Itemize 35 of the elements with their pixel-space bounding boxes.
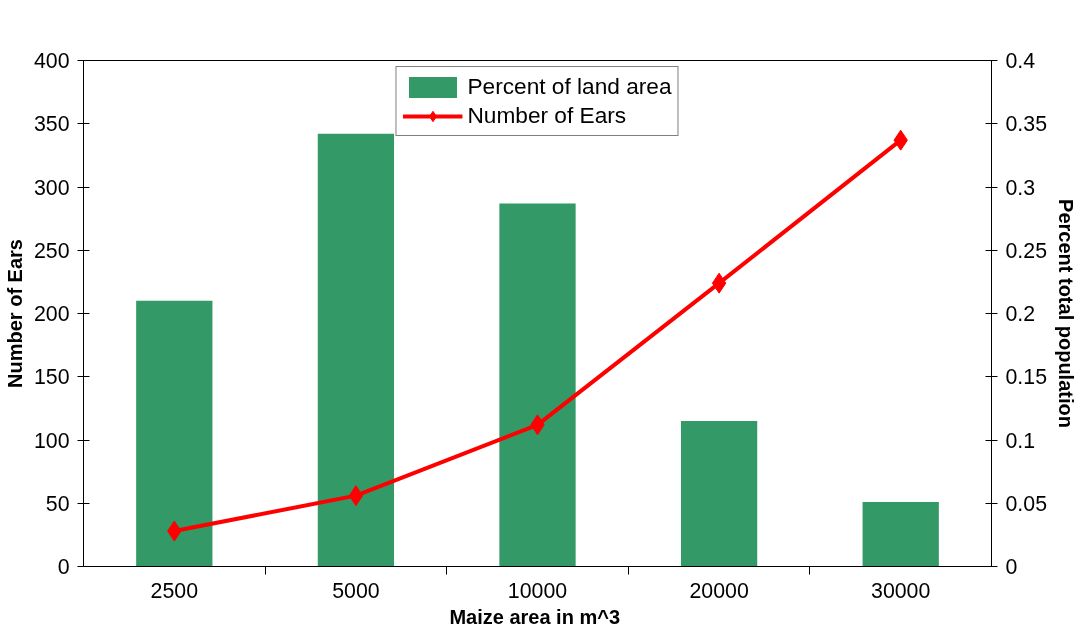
y-tick-label: 250 bbox=[33, 238, 70, 263]
y2-tick-label: 0.35 bbox=[1005, 112, 1048, 137]
x-tick-label: 10000 bbox=[507, 578, 568, 603]
y2-tick-label: 0.4 bbox=[1005, 49, 1036, 73]
y2-tick-label: 0.2 bbox=[1005, 302, 1036, 326]
y-tick-label: 0 bbox=[57, 555, 70, 579]
y2-tick-label: 0 bbox=[1005, 555, 1018, 579]
y2-tick-label: 0.05 bbox=[1005, 491, 1048, 516]
y-tick-label: 50 bbox=[45, 491, 70, 516]
point bbox=[348, 485, 364, 507]
y-tick-label: 100 bbox=[33, 428, 70, 453]
x-tick-label: 5000 bbox=[332, 578, 380, 603]
y2-axis-title: Percent total population bbox=[1055, 199, 1078, 428]
y2-tick-label: 0.25 bbox=[1005, 238, 1048, 263]
y2-tick-label: 0.15 bbox=[1005, 365, 1048, 390]
y-tick-label: 400 bbox=[33, 49, 70, 73]
bar bbox=[317, 133, 395, 567]
x-tick-label: 20000 bbox=[689, 578, 749, 603]
y-tick-label: 150 bbox=[33, 365, 70, 390]
y2-tick-label: 0.1 bbox=[1005, 428, 1036, 453]
bar bbox=[499, 203, 576, 567]
legend-label: Percent of land area bbox=[467, 73, 672, 100]
bar bbox=[862, 501, 939, 567]
x-tick-label: 30000 bbox=[871, 578, 931, 603]
y-axis-title: Number of Ears bbox=[3, 239, 26, 388]
x-tick-label: 2500 bbox=[150, 578, 199, 603]
legend-label: Number of Ears bbox=[467, 102, 627, 129]
y-tick-label: 300 bbox=[33, 175, 70, 200]
y-tick-label: 200 bbox=[33, 302, 70, 326]
point bbox=[711, 272, 727, 294]
bar bbox=[136, 300, 213, 567]
bar bbox=[680, 421, 758, 567]
y-tick-label: 350 bbox=[33, 112, 70, 137]
x-axis-title: Maize area in m^3 bbox=[449, 605, 621, 628]
y2-tick-label: 0.3 bbox=[1005, 175, 1036, 200]
